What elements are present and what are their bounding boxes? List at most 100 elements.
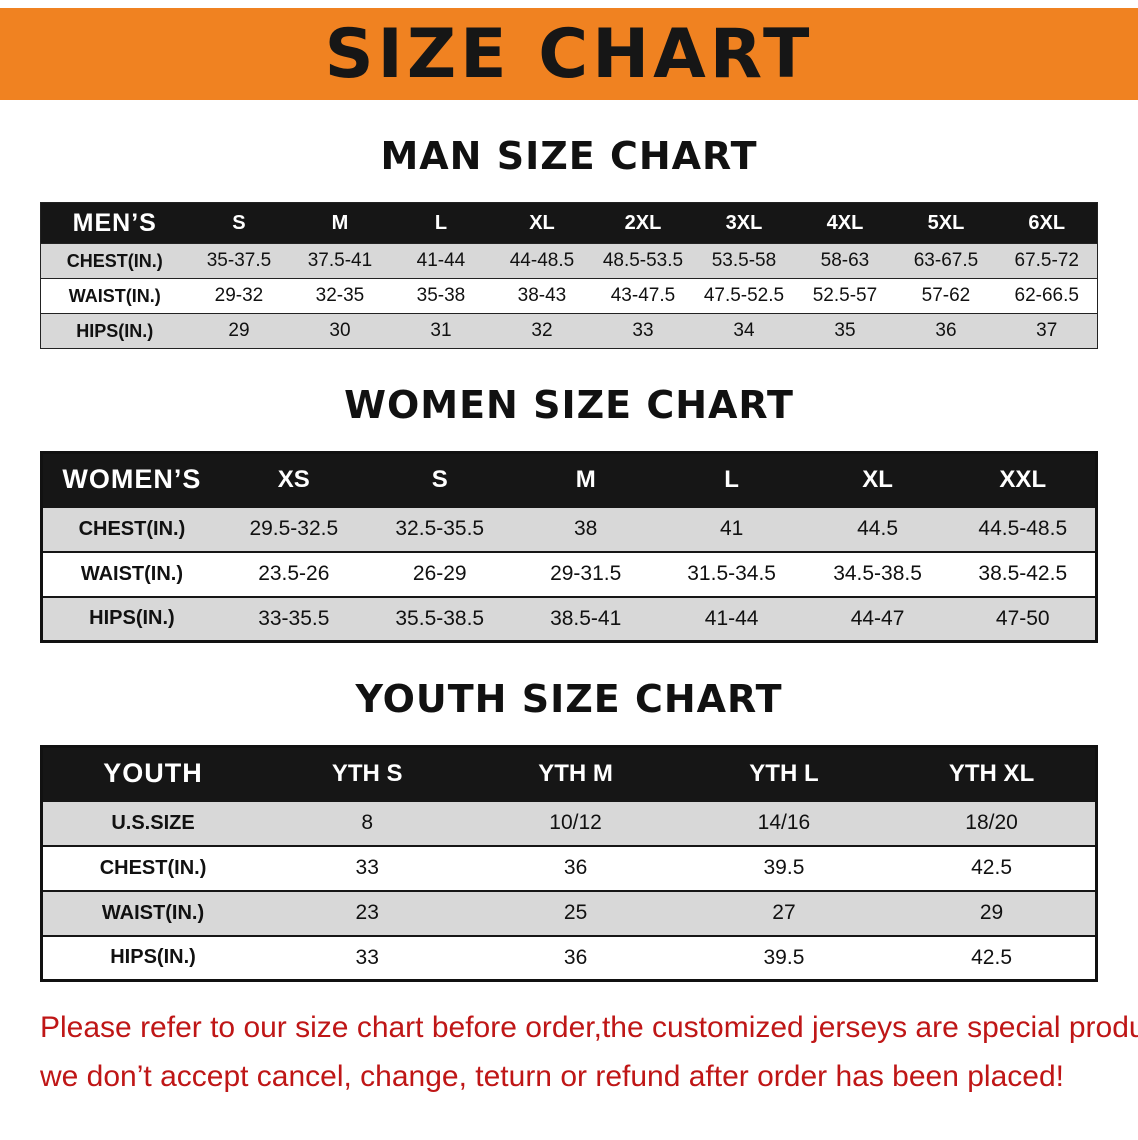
size-value: 33 <box>263 934 472 982</box>
size-value: 44.5-48.5 <box>950 505 1097 553</box>
size-value: 29-32 <box>188 278 290 314</box>
size-value: 44-48.5 <box>491 243 593 279</box>
size-column-header: XL <box>491 202 593 244</box>
men-section-heading: MAN SIZE CHART <box>380 134 758 178</box>
size-value: 44-47 <box>804 595 951 643</box>
size-column-header: XXL <box>950 452 1097 507</box>
size-column-header: 6XL <box>996 202 1098 244</box>
size-value: 26-29 <box>366 550 513 598</box>
row-label: WAIST(IN.) <box>40 278 189 314</box>
size-value: 29.5-32.5 <box>220 505 367 553</box>
size-value: 52.5-57 <box>794 278 896 314</box>
size-column-header: L <box>658 452 805 507</box>
size-value: 33 <box>263 844 472 892</box>
table-header-row: YOUTH YTH S YTH M YTH L YTH XL <box>41 746 1097 801</box>
youth-section-heading: YOUTH SIZE CHART <box>355 677 783 721</box>
size-value: 32.5-35.5 <box>366 505 513 553</box>
size-value: 33 <box>592 313 694 349</box>
table-row: WAIST(IN.) 23 25 27 29 <box>41 889 1097 937</box>
size-value: 14/16 <box>679 799 889 847</box>
size-value: 34 <box>693 313 795 349</box>
size-column-header: M <box>512 452 659 507</box>
size-value: 8 <box>263 799 472 847</box>
size-value: 41-44 <box>390 243 492 279</box>
size-value: 42.5 <box>888 844 1097 892</box>
size-value: 36 <box>895 313 997 349</box>
size-value: 29 <box>188 313 290 349</box>
size-value: 41 <box>658 505 805 553</box>
size-value: 38 <box>512 505 659 553</box>
table-row: CHEST(IN.) 29.5-32.5 32.5-35.5 38 41 44.5 44.5… <box>41 505 1097 553</box>
size-value: 43-47.5 <box>592 278 694 314</box>
row-label: HIPS(IN.) <box>40 313 189 349</box>
table-row: HIPS(IN.) 33 36 39.5 42.5 <box>41 934 1097 982</box>
table-row: WAIST(IN.) 29-32 32-35 35-38 38-43 43-47.5 47.… <box>40 278 1098 314</box>
row-label: HIPS(IN.) <box>41 595 221 643</box>
size-value: 36 <box>471 844 680 892</box>
table-row: CHEST(IN.) 35-37.5 37.5-41 41-44 44-48.5 48.5… <box>40 243 1098 279</box>
size-column-header: 2XL <box>592 202 694 244</box>
row-label: HIPS(IN.) <box>41 934 264 982</box>
table-header-row: MEN’S S M L XL 2XL 3XL 4XL 5XL 6XL <box>40 202 1098 244</box>
size-value: 32-35 <box>289 278 391 314</box>
size-value: 58-63 <box>794 243 896 279</box>
size-value: 35 <box>794 313 896 349</box>
table-corner-label: WOMEN’S <box>41 452 221 507</box>
size-value: 32 <box>491 313 593 349</box>
table-corner-label: YOUTH <box>41 746 264 801</box>
table-row: HIPS(IN.) 33-35.5 35.5-38.5 38.5-41 41-44 44-… <box>41 595 1097 643</box>
size-value: 62-66.5 <box>996 278 1098 314</box>
size-column-header: YTH S <box>263 746 472 801</box>
size-value: 37 <box>996 313 1098 349</box>
size-value: 47-50 <box>950 595 1097 643</box>
women-section-heading: WOMEN SIZE CHART <box>344 383 794 427</box>
page-title: SIZE CHART <box>324 14 814 94</box>
size-value: 48.5-53.5 <box>592 243 694 279</box>
size-column-header: L <box>390 202 492 244</box>
table-header-row: WOMEN’S XS S M L XL XXL <box>41 452 1097 507</box>
size-column-header: 4XL <box>794 202 896 244</box>
row-label: U.S.SIZE <box>41 799 264 847</box>
size-value: 42.5 <box>888 934 1097 982</box>
size-value: 44.5 <box>804 505 951 553</box>
table-row: HIPS(IN.) 29 30 31 32 33 34 35 36 37 <box>40 313 1098 349</box>
size-value: 38.5-42.5 <box>950 550 1097 598</box>
size-value: 67.5-72 <box>996 243 1098 279</box>
youth-size-table: YOUTH YTH S YTH M YTH L YTH XL U.S.SIZE 8 10/12… <box>40 745 1098 982</box>
size-value: 41-44 <box>658 595 805 643</box>
row-label: CHEST(IN.) <box>40 243 189 279</box>
row-label: CHEST(IN.) <box>41 505 221 553</box>
youth-size-chart-section: YOUTH SIZE CHART YOUTH YTH S YTH M YTH L YTH… <box>0 677 1138 982</box>
size-value: 27 <box>679 889 889 937</box>
size-column-header: YTH L <box>679 746 889 801</box>
row-label: WAIST(IN.) <box>41 889 264 937</box>
table-row: U.S.SIZE 8 10/12 14/16 18/20 <box>41 799 1097 847</box>
men-size-table: MEN’S S M L XL 2XL 3XL 4XL 5XL 6XL CHEST(IN.) 35-37… <box>40 202 1098 349</box>
table-row: CHEST(IN.) 33 36 39.5 42.5 <box>41 844 1097 892</box>
size-value: 53.5-58 <box>693 243 795 279</box>
size-column-header: YTH XL <box>888 746 1097 801</box>
size-value: 29 <box>888 889 1097 937</box>
size-value: 25 <box>471 889 680 937</box>
table-row: WAIST(IN.) 23.5-26 26-29 29-31.5 31.5-34.5 34… <box>41 550 1097 598</box>
size-column-header: M <box>289 202 391 244</box>
size-column-header: XS <box>220 452 367 507</box>
size-column-header: XL <box>804 452 951 507</box>
size-value: 29-31.5 <box>512 550 659 598</box>
size-value: 36 <box>471 934 680 982</box>
size-value: 10/12 <box>471 799 680 847</box>
size-value: 39.5 <box>679 934 889 982</box>
size-chart-page: SIZE CHART MAN SIZE CHART MEN’S S M L XL 2XL 3… <box>0 8 1138 1097</box>
row-label: WAIST(IN.) <box>41 550 221 598</box>
disclaimer: Please refer to our size chart before or… <box>40 1008 1138 1097</box>
women-size-chart-section: WOMEN SIZE CHART WOMEN’S XS S M L XL XXL CHEST(… <box>0 383 1138 643</box>
size-value: 31 <box>390 313 492 349</box>
size-value: 35-38 <box>390 278 492 314</box>
size-value: 37.5-41 <box>289 243 391 279</box>
size-value: 47.5-52.5 <box>693 278 795 314</box>
size-column-header: 3XL <box>693 202 795 244</box>
size-value: 57-62 <box>895 278 997 314</box>
size-value: 39.5 <box>679 844 889 892</box>
row-label: CHEST(IN.) <box>41 844 264 892</box>
size-value: 35.5-38.5 <box>366 595 513 643</box>
